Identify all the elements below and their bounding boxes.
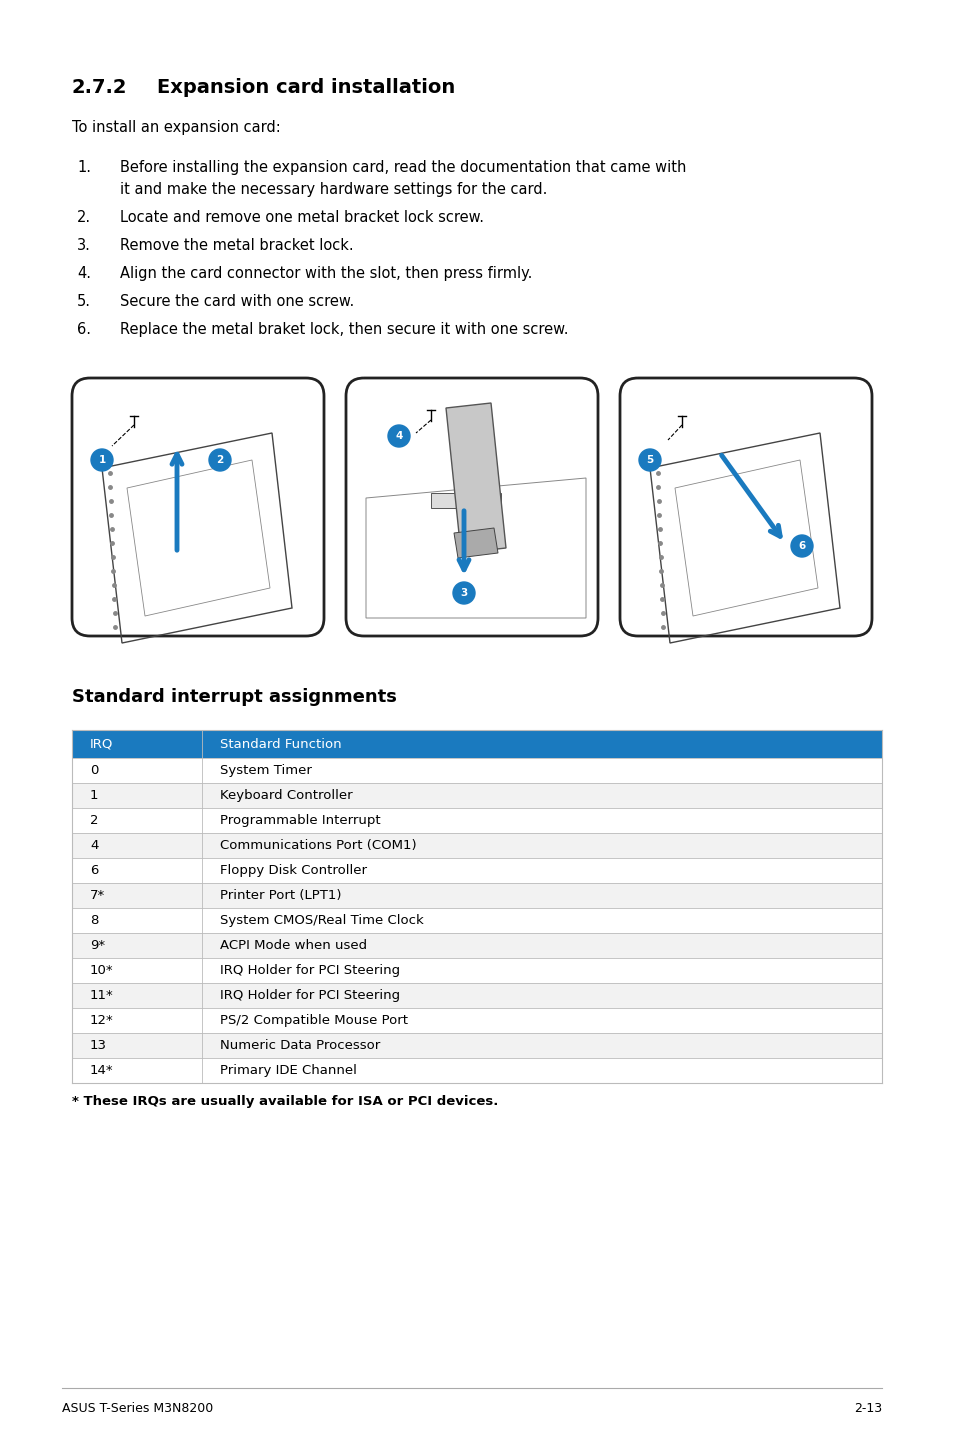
Text: 4: 4 <box>395 431 402 441</box>
Text: ACPI Mode when used: ACPI Mode when used <box>220 939 367 952</box>
Bar <box>71 933 882 958</box>
Bar <box>71 1008 882 1032</box>
Bar <box>71 984 882 1008</box>
Text: 4: 4 <box>90 838 98 851</box>
Text: 5: 5 <box>646 454 653 464</box>
Text: Primary IDE Channel: Primary IDE Channel <box>220 1064 356 1077</box>
Circle shape <box>639 449 660 472</box>
Text: IRQ: IRQ <box>90 738 113 751</box>
Text: 14*: 14* <box>90 1064 113 1077</box>
Text: 13: 13 <box>90 1040 107 1053</box>
Text: 2: 2 <box>216 454 223 464</box>
Text: 3.: 3. <box>77 239 91 253</box>
Bar <box>71 958 882 984</box>
Text: IRQ Holder for PCI Steering: IRQ Holder for PCI Steering <box>220 989 399 1002</box>
Bar <box>431 493 500 508</box>
Circle shape <box>388 426 410 447</box>
Bar <box>71 731 882 758</box>
Bar <box>71 784 882 808</box>
Text: 2-13: 2-13 <box>853 1402 882 1415</box>
Text: Programmable Interrupt: Programmable Interrupt <box>220 814 380 827</box>
Text: 8: 8 <box>90 915 98 928</box>
Text: 0: 0 <box>90 764 98 777</box>
PathPatch shape <box>71 378 324 636</box>
Bar <box>71 883 882 907</box>
Text: Align the card connector with the slot, then press firmly.: Align the card connector with the slot, … <box>120 266 532 280</box>
Text: Secure the card with one screw.: Secure the card with one screw. <box>120 293 354 309</box>
Text: Replace the metal braket lock, then secure it with one screw.: Replace the metal braket lock, then secu… <box>120 322 568 336</box>
Bar <box>71 1058 882 1083</box>
Text: it and make the necessary hardware settings for the card.: it and make the necessary hardware setti… <box>120 183 547 197</box>
Text: * These IRQs are usually available for ISA or PCI devices.: * These IRQs are usually available for I… <box>71 1094 497 1109</box>
Bar <box>71 907 882 933</box>
Text: System CMOS/Real Time Clock: System CMOS/Real Time Clock <box>220 915 423 928</box>
Text: 2.7.2: 2.7.2 <box>71 78 128 96</box>
Text: 1: 1 <box>90 789 98 802</box>
Bar <box>71 1032 882 1058</box>
Text: 5.: 5. <box>77 293 91 309</box>
Text: 2.: 2. <box>77 210 91 224</box>
Text: 2: 2 <box>90 814 98 827</box>
Text: 7*: 7* <box>90 889 105 902</box>
Text: To install an expansion card:: To install an expansion card: <box>71 119 280 135</box>
Text: 10*: 10* <box>90 963 113 976</box>
Text: IRQ Holder for PCI Steering: IRQ Holder for PCI Steering <box>220 963 399 976</box>
Polygon shape <box>454 528 497 558</box>
Text: Printer Port (LPT1): Printer Port (LPT1) <box>220 889 341 902</box>
Text: 6: 6 <box>90 864 98 877</box>
Circle shape <box>209 449 231 472</box>
Text: Numeric Data Processor: Numeric Data Processor <box>220 1040 380 1053</box>
Text: Locate and remove one metal bracket lock screw.: Locate and remove one metal bracket lock… <box>120 210 483 224</box>
Circle shape <box>91 449 112 472</box>
Text: 11*: 11* <box>90 989 113 1002</box>
Circle shape <box>790 535 812 557</box>
Text: 1: 1 <box>98 454 106 464</box>
Text: 3: 3 <box>460 588 467 598</box>
Text: Keyboard Controller: Keyboard Controller <box>220 789 353 802</box>
Text: 1.: 1. <box>77 160 91 175</box>
Text: 6: 6 <box>798 541 804 551</box>
Text: 4.: 4. <box>77 266 91 280</box>
Text: System Timer: System Timer <box>220 764 312 777</box>
Text: 12*: 12* <box>90 1014 113 1027</box>
Text: Standard Function: Standard Function <box>220 738 341 751</box>
Text: Expansion card installation: Expansion card installation <box>157 78 455 96</box>
Bar <box>71 833 882 858</box>
PathPatch shape <box>346 378 598 636</box>
Bar <box>71 758 882 784</box>
Circle shape <box>453 582 475 604</box>
Text: 6.: 6. <box>77 322 91 336</box>
Bar <box>71 858 882 883</box>
Polygon shape <box>446 403 505 554</box>
Text: Floppy Disk Controller: Floppy Disk Controller <box>220 864 367 877</box>
Text: Standard interrupt assignments: Standard interrupt assignments <box>71 687 396 706</box>
PathPatch shape <box>619 378 871 636</box>
Text: ASUS T-Series M3N8200: ASUS T-Series M3N8200 <box>62 1402 213 1415</box>
Text: Before installing the expansion card, read the documentation that came with: Before installing the expansion card, re… <box>120 160 685 175</box>
Text: Communications Port (COM1): Communications Port (COM1) <box>220 838 416 851</box>
Text: PS/2 Compatible Mouse Port: PS/2 Compatible Mouse Port <box>220 1014 408 1027</box>
Text: Remove the metal bracket lock.: Remove the metal bracket lock. <box>120 239 354 253</box>
Text: 9*: 9* <box>90 939 105 952</box>
Bar <box>71 808 882 833</box>
